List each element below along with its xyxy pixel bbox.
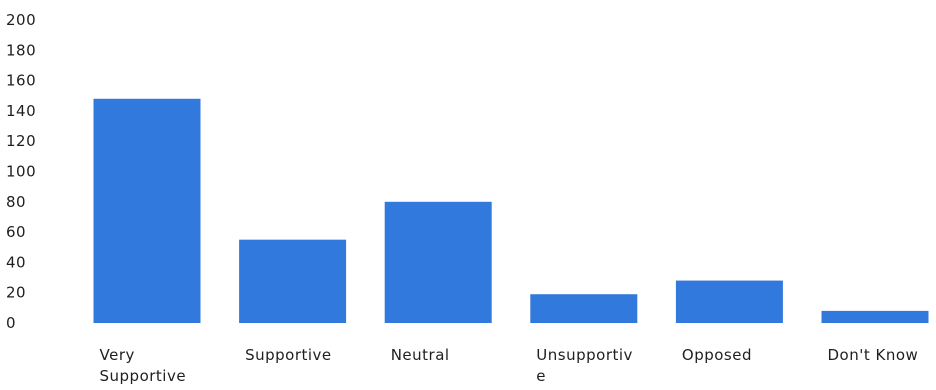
x-tick-label-line: Neutral (391, 346, 450, 364)
x-tick-label: Neutral (391, 346, 450, 364)
bar-don-t-know (821, 310, 929, 323)
y-tick-label: 0 (6, 314, 16, 332)
bars (93, 98, 929, 323)
x-tick-label: Opposed (682, 346, 752, 364)
y-tick-label: 40 (6, 253, 26, 271)
x-tick-label-line: e (536, 367, 546, 385)
y-tick-label: 60 (6, 223, 26, 241)
y-tick-label: 160 (6, 72, 36, 90)
x-tick-label-line: Unsupportiv (536, 346, 633, 364)
x-axis: Very Supportive Supportive Neutral Unsupport… (100, 346, 919, 385)
x-tick-label-line: Very (100, 346, 135, 364)
y-tick-label: 20 (6, 284, 26, 302)
bar-opposed (675, 280, 783, 323)
y-tick-label: 180 (6, 41, 36, 59)
x-tick-label-line: Supportive (100, 367, 187, 385)
bar-unsupportive (530, 294, 638, 323)
x-tick-label-line: Supportive (245, 346, 332, 364)
bar-neutral (384, 201, 492, 323)
x-tick-label: Don't Know (828, 346, 919, 364)
bar-very-supportive (93, 98, 201, 323)
x-tick-label: Unsupportiv e (536, 346, 633, 385)
x-tick-label: Very Supportive (100, 346, 187, 385)
y-tick-label: 200 (6, 11, 36, 29)
y-tick-label: 80 (6, 193, 26, 211)
bar-supportive (239, 239, 347, 323)
y-tick-label: 140 (6, 102, 36, 120)
y-tick-label: 100 (6, 163, 36, 181)
x-tick-label-line: Don't Know (828, 346, 919, 364)
x-tick-label: Supportive (245, 346, 332, 364)
x-tick-label-line: Opposed (682, 346, 752, 364)
y-tick-label: 120 (6, 132, 36, 150)
